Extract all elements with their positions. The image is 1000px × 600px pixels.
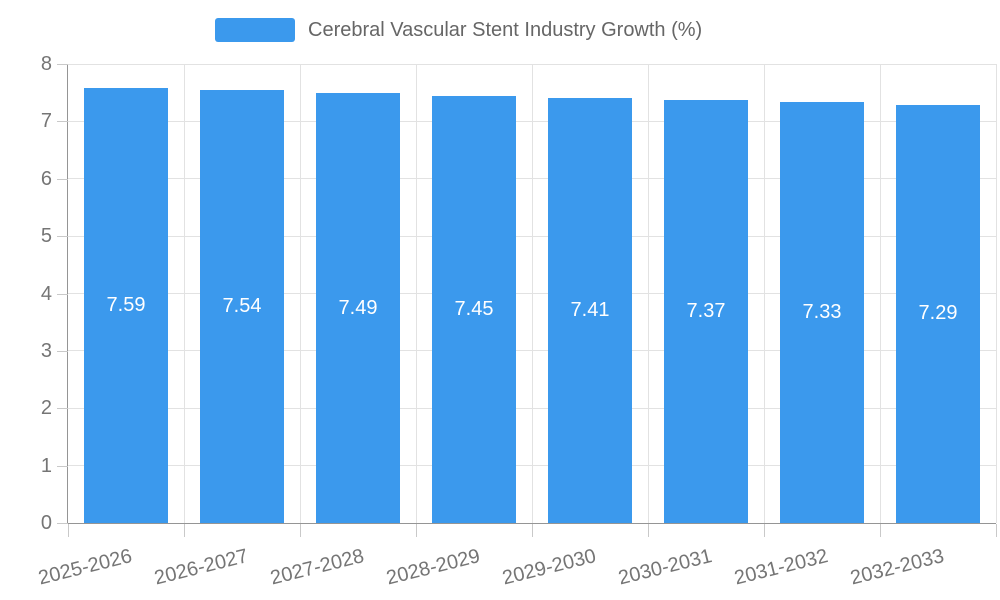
y-tick-label: 4 bbox=[40, 282, 52, 305]
y-tick-label: 1 bbox=[40, 454, 52, 477]
gridline-vertical bbox=[995, 64, 997, 523]
bar[interactable]: 7.54 bbox=[199, 90, 285, 523]
x-axis-tick bbox=[67, 524, 69, 537]
x-tick-label: 2031-2032 bbox=[732, 545, 831, 590]
bar-value-label: 7.54 bbox=[222, 295, 262, 318]
y-axis-tick bbox=[57, 350, 68, 352]
legend[interactable]: Cerebral Vascular Stent Industry Growth … bbox=[215, 18, 702, 42]
gridline-vertical bbox=[299, 64, 301, 523]
bar[interactable]: 7.41 bbox=[547, 97, 633, 523]
legend-swatch-icon bbox=[215, 18, 295, 42]
x-tick-label: 2030-2031 bbox=[616, 545, 715, 590]
bar[interactable]: 7.37 bbox=[663, 100, 749, 523]
gridline-vertical bbox=[879, 64, 881, 523]
legend-label: Cerebral Vascular Stent Industry Growth … bbox=[308, 18, 703, 41]
y-tick-label: 6 bbox=[40, 167, 52, 190]
gridline-vertical bbox=[647, 64, 649, 523]
bar-value-label: 7.45 bbox=[454, 297, 494, 320]
x-axis-tick bbox=[763, 524, 765, 537]
gridline-vertical bbox=[183, 64, 185, 523]
y-axis-tick bbox=[57, 121, 68, 123]
x-tick-label: 2026-2027 bbox=[152, 545, 251, 590]
bar-value-label: 7.49 bbox=[338, 296, 378, 319]
x-tick-label: 2029-2030 bbox=[500, 545, 599, 590]
bar-value-label: 7.41 bbox=[570, 298, 610, 321]
y-tick-label: 2 bbox=[40, 397, 52, 420]
y-tick-label: 0 bbox=[40, 512, 52, 534]
y-axis-tick bbox=[57, 408, 68, 410]
y-tick-label: 5 bbox=[40, 225, 52, 248]
y-tick-label: 8 bbox=[40, 53, 52, 75]
bar-value-label: 7.29 bbox=[918, 302, 958, 325]
y-axis-tick bbox=[57, 236, 68, 238]
y-axis-tick bbox=[57, 465, 68, 467]
y-axis-tick bbox=[57, 178, 68, 180]
y-axis-tick bbox=[57, 523, 68, 524]
y-axis-tick bbox=[57, 64, 68, 65]
bar-value-label: 7.33 bbox=[802, 301, 842, 324]
x-axis-tick bbox=[995, 524, 997, 537]
bar[interactable]: 7.49 bbox=[315, 93, 401, 523]
x-axis-tick bbox=[183, 524, 185, 537]
gridline-vertical bbox=[531, 64, 533, 523]
gridline-vertical bbox=[763, 64, 765, 523]
gridline-vertical bbox=[415, 64, 417, 523]
y-axis-tick bbox=[57, 293, 68, 295]
x-axis-line bbox=[57, 523, 996, 524]
x-tick-label: 2027-2028 bbox=[268, 545, 367, 590]
bar-value-label: 7.37 bbox=[686, 300, 726, 323]
bar[interactable]: 7.29 bbox=[895, 104, 981, 523]
bar[interactable]: 7.45 bbox=[431, 95, 517, 523]
y-tick-label: 7 bbox=[40, 110, 52, 133]
x-axis-tick bbox=[299, 524, 301, 537]
bar-value-label: 7.59 bbox=[106, 293, 146, 316]
x-axis-tick bbox=[879, 524, 881, 537]
plot-area: 7.59 7.54 7.49 7.45 7.41 7.37 7.33 7.29 bbox=[68, 63, 997, 523]
bar[interactable]: 7.33 bbox=[779, 102, 865, 523]
x-tick-label: 2025-2026 bbox=[36, 545, 135, 590]
y-tick-label: 3 bbox=[40, 339, 52, 362]
x-axis-tick bbox=[647, 524, 649, 537]
x-axis-tick bbox=[531, 524, 533, 537]
x-tick-label: 2032-2033 bbox=[848, 545, 947, 590]
x-tick-label: 2028-2029 bbox=[384, 545, 483, 590]
bar[interactable]: 7.59 bbox=[83, 87, 169, 523]
x-axis-tick bbox=[415, 524, 417, 537]
